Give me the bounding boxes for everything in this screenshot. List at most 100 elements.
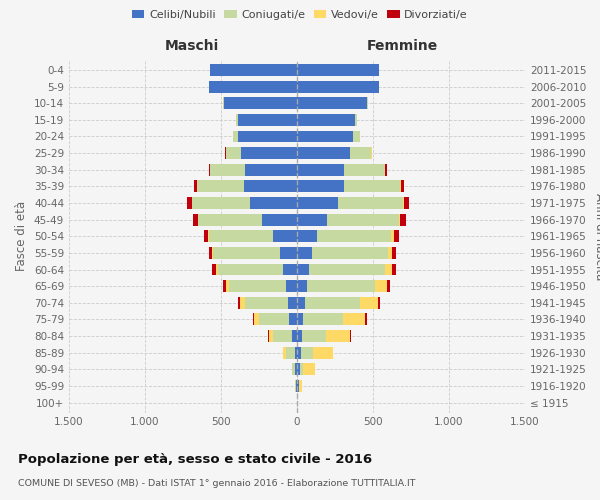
Bar	[236, 114, 238, 126]
Bar	[209, 230, 272, 242]
Bar	[343, 314, 365, 326]
Bar	[403, 197, 404, 209]
Bar	[292, 364, 295, 376]
Bar	[297, 130, 353, 142]
Bar	[344, 164, 385, 175]
Bar	[194, 180, 197, 192]
Bar	[297, 197, 338, 209]
Bar	[250, 197, 297, 209]
Bar	[226, 280, 229, 292]
Bar	[312, 247, 388, 259]
Bar	[286, 280, 297, 292]
Bar	[299, 380, 302, 392]
Y-axis label: Anni di nascita: Anni di nascita	[593, 192, 600, 280]
Bar	[211, 164, 245, 175]
Bar	[297, 346, 301, 358]
Bar	[350, 147, 371, 159]
Bar	[360, 297, 379, 308]
Bar	[326, 330, 350, 342]
Bar	[295, 364, 297, 376]
Bar	[344, 180, 400, 192]
Bar	[259, 314, 289, 326]
Bar	[193, 214, 198, 226]
Bar	[197, 180, 244, 192]
Bar	[272, 230, 297, 242]
Bar	[262, 214, 297, 226]
Bar	[288, 297, 297, 308]
Bar	[245, 164, 297, 175]
Bar	[223, 97, 224, 109]
Bar	[208, 230, 209, 242]
Bar	[297, 147, 350, 159]
Bar	[355, 114, 357, 126]
Bar	[245, 297, 288, 308]
Bar	[238, 297, 240, 308]
Bar	[300, 364, 303, 376]
Bar	[385, 264, 392, 276]
Bar	[226, 147, 241, 159]
Bar	[272, 330, 292, 342]
Bar	[297, 297, 305, 308]
Text: Popolazione per età, sesso e stato civile - 2016: Popolazione per età, sesso e stato civil…	[18, 452, 372, 466]
Bar	[297, 214, 328, 226]
Bar	[394, 230, 399, 242]
Bar	[297, 180, 344, 192]
Bar	[297, 364, 300, 376]
Bar	[353, 130, 360, 142]
Bar	[224, 97, 297, 109]
Text: Maschi: Maschi	[165, 39, 219, 53]
Bar	[350, 330, 351, 342]
Bar	[297, 330, 302, 342]
Bar	[223, 280, 226, 292]
Bar	[297, 114, 355, 126]
Bar	[392, 264, 396, 276]
Legend: Celibi/Nubili, Coniugati/e, Vedovi/e, Divorziati/e: Celibi/Nubili, Coniugati/e, Vedovi/e, Di…	[128, 6, 472, 25]
Bar	[297, 80, 379, 92]
Bar	[295, 346, 297, 358]
Bar	[338, 197, 403, 209]
Bar	[309, 264, 385, 276]
Bar	[198, 214, 262, 226]
Text: COMUNE DI SEVESO (MB) - Dati ISTAT 1° gennaio 2016 - Elaborazione TUTTITALIA.IT: COMUNE DI SEVESO (MB) - Dati ISTAT 1° ge…	[18, 479, 415, 488]
Bar	[283, 264, 297, 276]
Bar	[365, 314, 367, 326]
Bar	[297, 264, 309, 276]
Text: Femmine: Femmine	[366, 39, 437, 53]
Bar	[317, 230, 391, 242]
Bar	[328, 214, 399, 226]
Bar	[253, 314, 254, 326]
Bar	[218, 264, 283, 276]
Bar	[280, 247, 297, 259]
Bar	[283, 346, 286, 358]
Bar	[297, 164, 344, 175]
Bar	[302, 330, 326, 342]
Bar	[404, 197, 409, 209]
Bar	[400, 214, 406, 226]
Bar	[297, 280, 307, 292]
Bar	[212, 247, 214, 259]
Bar	[286, 346, 295, 358]
Bar	[192, 197, 250, 209]
Bar	[303, 314, 343, 326]
Bar	[303, 364, 315, 376]
Bar	[388, 247, 392, 259]
Bar	[399, 214, 400, 226]
Bar	[313, 346, 333, 358]
Bar	[375, 280, 388, 292]
Bar	[289, 314, 297, 326]
Bar	[379, 297, 380, 308]
Bar	[254, 314, 259, 326]
Bar	[297, 230, 317, 242]
Bar	[401, 180, 404, 192]
Bar	[212, 264, 215, 276]
Bar	[238, 130, 297, 142]
Bar	[297, 314, 303, 326]
Bar	[297, 97, 367, 109]
Bar	[215, 264, 218, 276]
Bar	[229, 280, 286, 292]
Bar	[385, 164, 386, 175]
Bar	[214, 247, 280, 259]
Bar	[307, 280, 375, 292]
Bar	[204, 230, 208, 242]
Bar	[367, 97, 368, 109]
